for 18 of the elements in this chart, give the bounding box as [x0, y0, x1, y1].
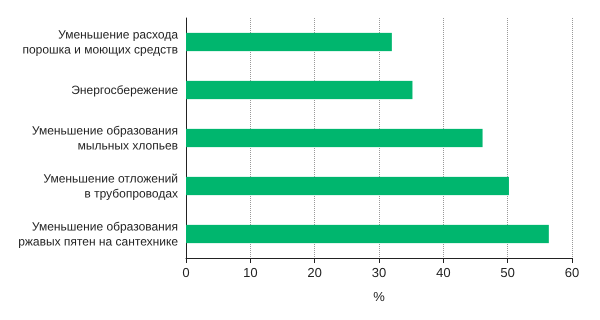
y-tick-label: Уменьшение расхода порошка и моющих средств	[22, 28, 178, 56]
bar	[186, 128, 483, 148]
x-axis-title: %	[373, 289, 386, 304]
bar	[186, 32, 392, 52]
bar	[186, 80, 412, 100]
y-tick-label: Уменьшение образования ржавых пятен на сантехнике	[18, 220, 178, 248]
y-tick-label: Уменьшение образования мыльных хлопьев	[32, 124, 178, 152]
y-tick-label: Уменьшение отложений в трубопроводах	[43, 172, 178, 200]
bar	[186, 224, 549, 244]
x-tick-label: 50	[500, 265, 515, 280]
x-tick-label: 0	[182, 265, 190, 280]
x-tick-label: 10	[243, 265, 258, 280]
y-tick-label: Энергосбережение	[71, 83, 178, 97]
bar	[186, 176, 509, 196]
x-tick-label: 20	[307, 265, 322, 280]
x-tick-label: 30	[372, 265, 386, 280]
x-tick-label: 40	[436, 265, 451, 280]
x-tick-label: 60	[564, 265, 580, 280]
